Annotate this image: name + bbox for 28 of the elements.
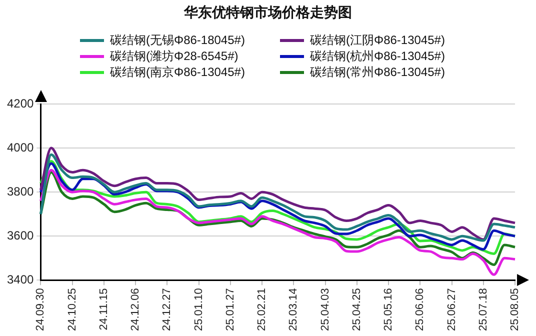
x-tick-label: 25.06.06 (414, 288, 426, 332)
x-tick-label: 25.01.27 (224, 288, 236, 332)
legend-label: 碳结钢(潍坊Φ28-6545#) (110, 48, 238, 65)
legend-label: 碳结钢(无锡Φ86-18045#) (110, 32, 245, 49)
y-tick-label: 3400 (6, 272, 34, 286)
x-tick-label: 24.09.30 (34, 288, 47, 332)
x-tick-label: 24.12.27 (161, 288, 174, 332)
x-tick-label: 25.02.21 (256, 288, 268, 332)
x-tick-label: 25.06.27 (446, 288, 458, 332)
x-tick-label: 24.11.15 (98, 288, 110, 330)
y-tick-label: 3800 (6, 184, 34, 198)
legend-label: 碳结钢(常州Φ86-13045#) (310, 64, 445, 81)
chart-title: 华东优特钢市场价格走势图 (182, 4, 353, 22)
x-tick-label: 24.12.06 (130, 288, 142, 332)
y-tick-label: 4200 (6, 96, 34, 110)
x-tick-label: 24.10.25 (66, 288, 78, 332)
y-tick-label: 3600 (6, 228, 34, 242)
legend-label: 碳结钢(南京Φ86-13045#) (110, 64, 245, 81)
legend-label: 碳结钢(江阴Φ86-13045#) (310, 32, 445, 49)
x-tick-label: 25.01.10 (192, 288, 205, 332)
x-tick-label: 25.03.14 (288, 288, 300, 332)
x-tick-label: 25.08.05 (509, 288, 522, 332)
x-tick-label: 25.04.03 (319, 288, 332, 332)
x-tick-label: 25.04.25 (350, 288, 363, 332)
y-tick-label: 4000 (6, 140, 34, 154)
x-tick-label: 25.07.18 (477, 288, 490, 332)
legend-label: 碳结钢(杭州Φ86-13045#) (310, 48, 445, 65)
x-tick-label: 25.05.16 (382, 288, 395, 332)
